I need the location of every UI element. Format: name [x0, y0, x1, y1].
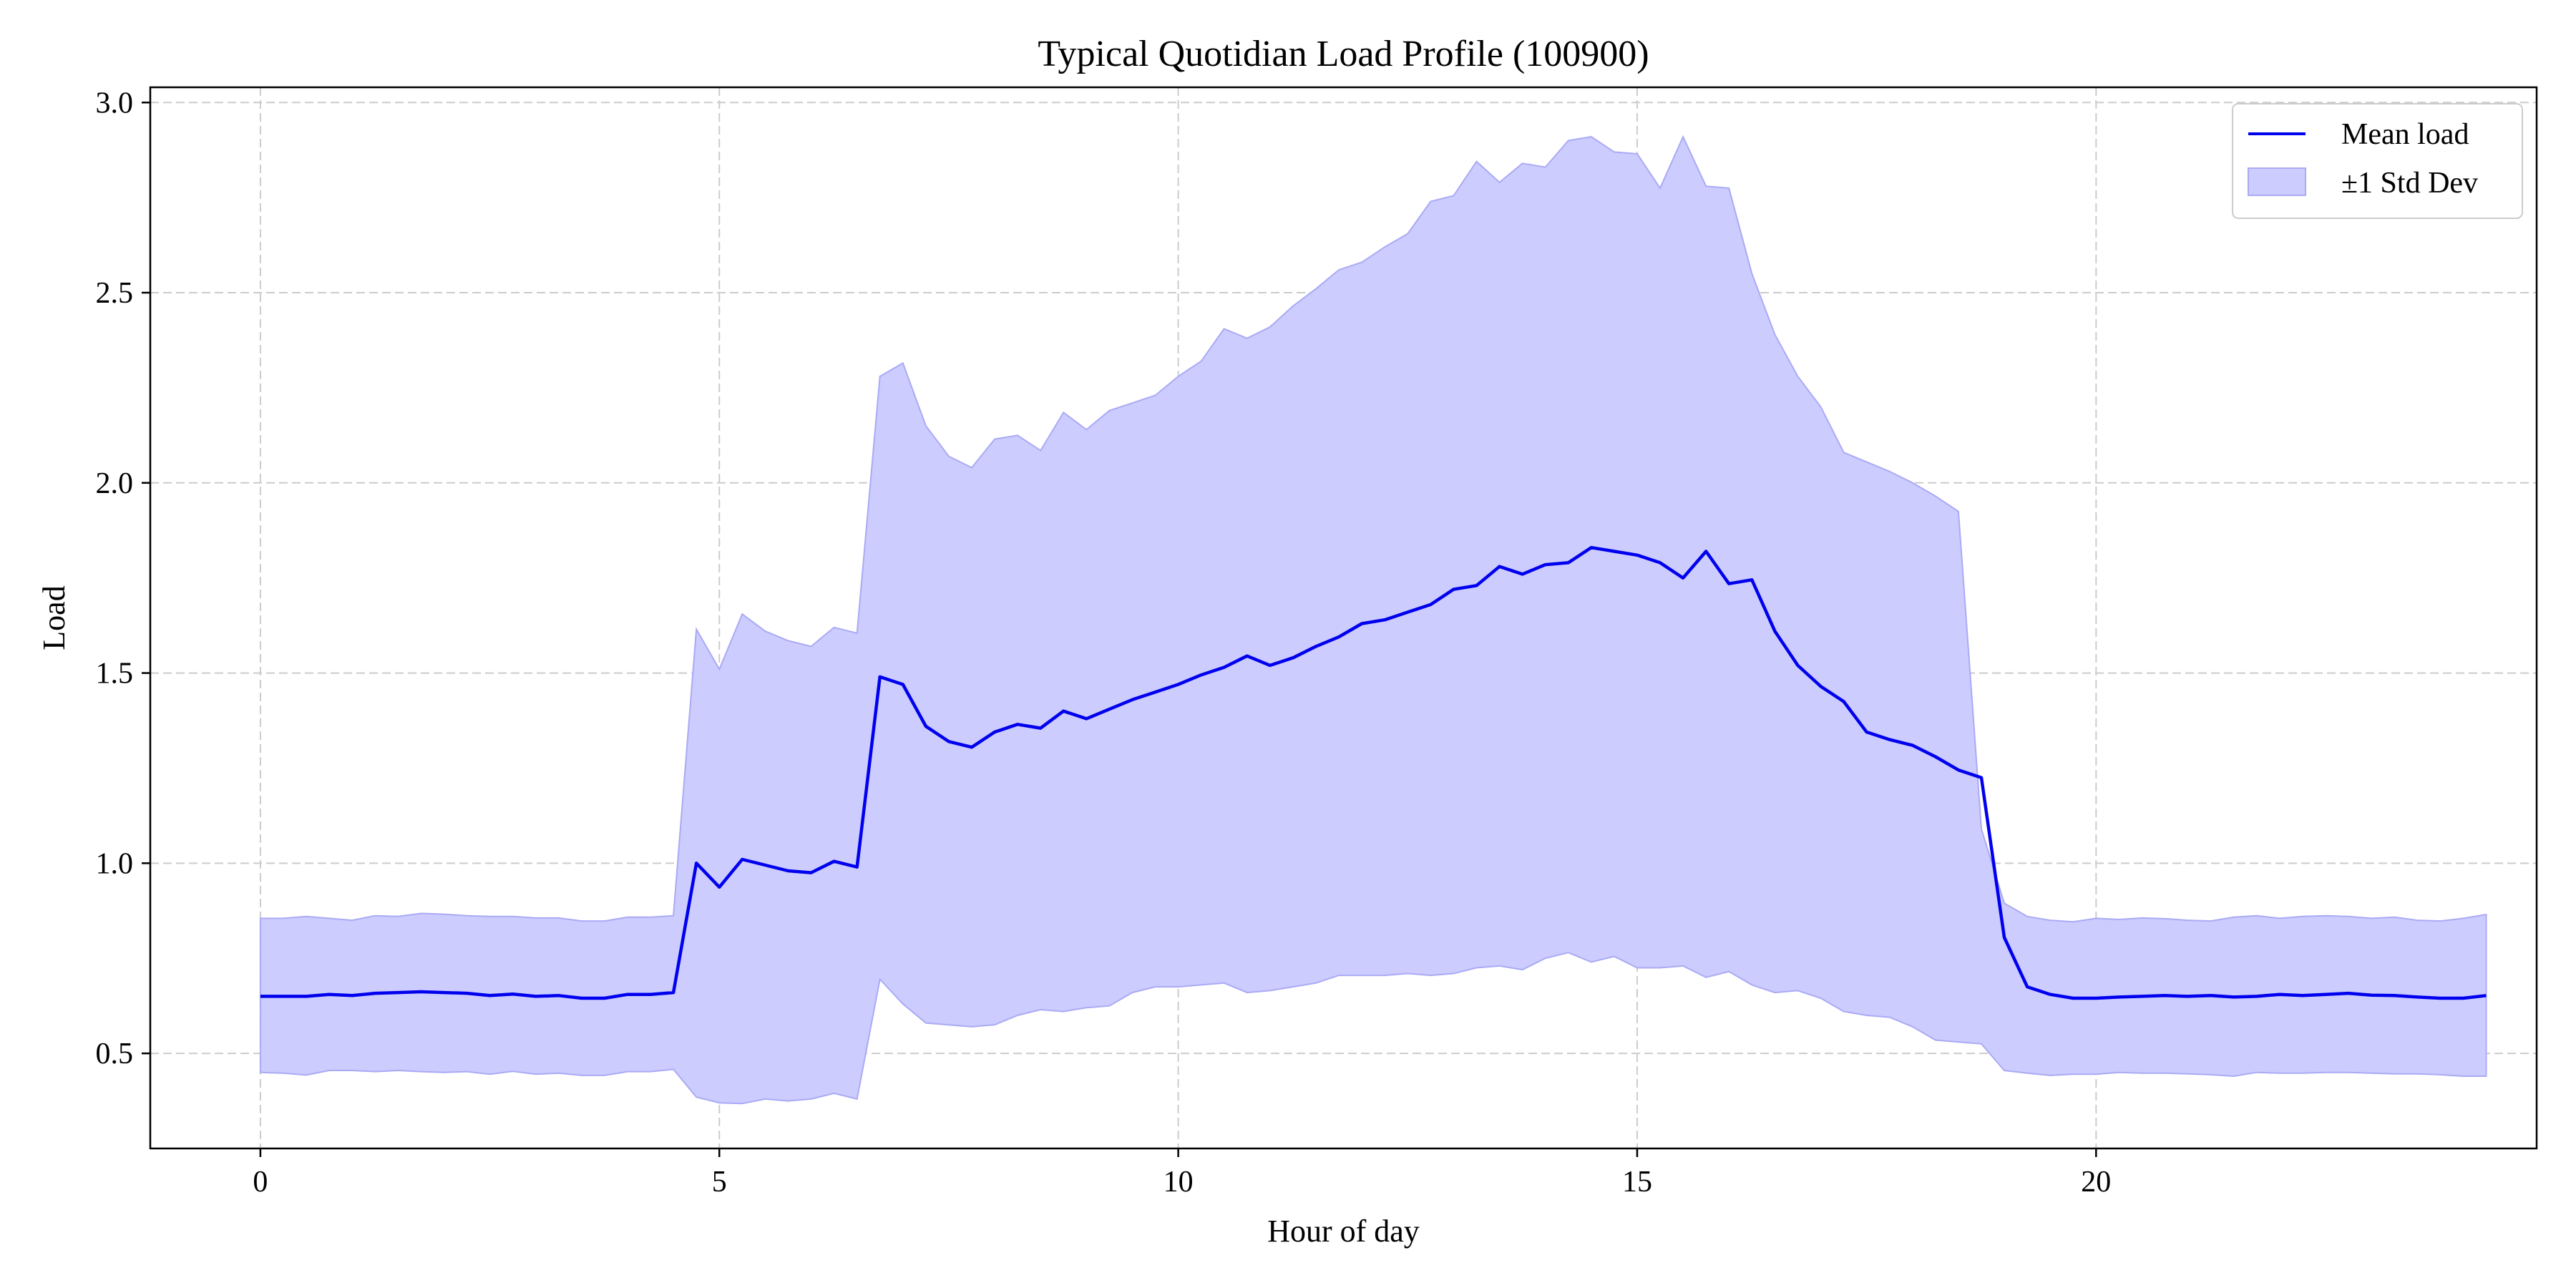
legend: Mean load ±1 Std Dev — [2232, 103, 2523, 219]
axis-ticks: 0 5 10 15 20 0.5 1.0 1.5 2.0 2.5 3.0 — [96, 87, 2112, 1199]
y-tick-label-4: 2.5 — [96, 277, 134, 310]
y-tick-label-0: 0.5 — [96, 1038, 134, 1070]
y-tick-label-2: 1.5 — [96, 658, 134, 691]
x-tick-label-1: 5 — [712, 1166, 727, 1199]
mean-load-line — [260, 545, 2487, 1000]
x-tick-label-3: 15 — [1622, 1166, 1652, 1199]
y-tick-label-5: 3.0 — [96, 87, 134, 119]
mean-load-line-layer — [260, 545, 2487, 1000]
x-axis-label: Hour of day — [1267, 1214, 1420, 1249]
chart-title: Typical Quotidian Load Profile (100900) — [1038, 34, 1649, 74]
y-tick-label-3: 2.0 — [96, 467, 134, 500]
legend-label-mean-load: Mean load — [2341, 118, 2469, 151]
y-axis-label: Load — [36, 585, 72, 650]
x-tick-label-0: 0 — [253, 1166, 268, 1199]
x-tick-label-4: 20 — [2081, 1166, 2111, 1199]
plot-frame — [149, 86, 2538, 1150]
y-tick-label-1: 1.0 — [96, 847, 134, 880]
legend-label-std-dev: ±1 Std Dev — [2341, 167, 2478, 200]
x-tick-label-2: 10 — [1163, 1166, 1194, 1199]
legend-swatch-std-dev — [2248, 167, 2306, 196]
